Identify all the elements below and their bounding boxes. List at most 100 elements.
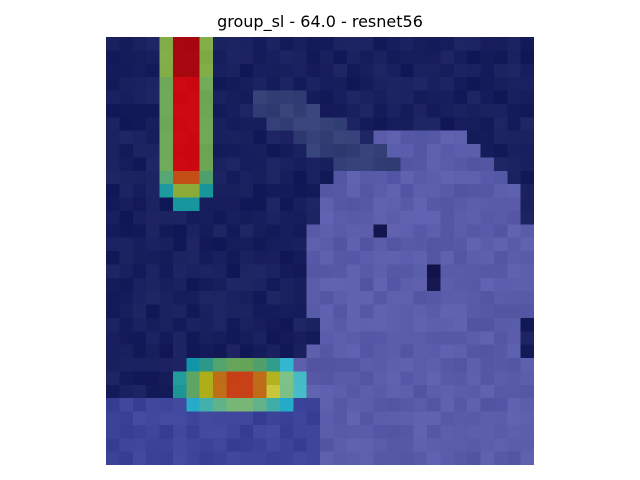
image-pixel (266, 50, 281, 65)
image-pixel (213, 384, 227, 399)
image-pixel (279, 224, 294, 238)
image-pixel (279, 358, 294, 372)
image-pixel (146, 371, 160, 386)
image-pixel (520, 451, 534, 465)
image-pixel (467, 170, 481, 185)
image-pixel (293, 277, 307, 292)
image-pixel (333, 304, 348, 319)
image-pixel (146, 291, 160, 305)
image-pixel (119, 438, 134, 452)
image-pixel (507, 304, 521, 319)
image-pixel (440, 37, 455, 51)
image-pixel (253, 264, 267, 279)
image-pixel (172, 411, 187, 426)
image-pixel (266, 224, 281, 238)
image-pixel (427, 197, 441, 212)
image-pixel (440, 224, 455, 238)
image-pixel (213, 37, 227, 51)
image-pixel (226, 237, 241, 252)
image-pixel (440, 317, 455, 332)
image-pixel (386, 37, 401, 51)
image-pixel (493, 224, 508, 238)
image-pixel (440, 251, 455, 265)
image-pixel (279, 37, 294, 51)
image-pixel (427, 277, 441, 292)
image-pixel (146, 237, 160, 252)
image-pixel (266, 63, 281, 78)
image-pixel (293, 317, 307, 332)
image-pixel (306, 170, 321, 185)
image-pixel (507, 237, 521, 252)
image-pixel (293, 344, 307, 359)
image-pixel (106, 237, 120, 252)
image-pixel (279, 237, 294, 252)
image-pixel (413, 184, 428, 198)
image-pixel (253, 197, 267, 212)
image-pixel (279, 398, 294, 412)
image-pixel (507, 331, 521, 345)
image-pixel (172, 144, 187, 158)
image-pixel (333, 237, 348, 252)
image-pixel (453, 251, 468, 265)
image-pixel (520, 411, 534, 426)
image-pixel (427, 90, 441, 105)
image-pixel (413, 117, 428, 131)
image-pixel (226, 197, 241, 212)
image-pixel (279, 197, 294, 212)
image-pixel (427, 210, 441, 225)
image-pixel (373, 331, 388, 345)
image-pixel (213, 264, 227, 279)
image-pixel (226, 264, 241, 279)
image-pixel (213, 90, 227, 105)
image-pixel (106, 438, 120, 452)
image-pixel (386, 304, 401, 319)
image-pixel (386, 451, 401, 465)
image-pixel (199, 291, 214, 305)
image-pixel (427, 264, 441, 279)
image-pixel (386, 224, 401, 238)
image-pixel (253, 384, 267, 399)
image-pixel (440, 371, 455, 386)
image-pixel (333, 37, 348, 51)
image-pixel (453, 117, 468, 131)
image-pixel (199, 157, 214, 172)
image-pixel (146, 170, 160, 185)
image-pixel (360, 157, 374, 172)
image-pixel (253, 277, 267, 292)
image-pixel (253, 291, 267, 305)
image-pixel (373, 344, 388, 359)
image-pixel (119, 224, 134, 238)
image-pixel (186, 291, 200, 305)
image-pixel (186, 411, 200, 426)
image-pixel (493, 103, 508, 118)
image-pixel (480, 424, 495, 439)
image-pixel (400, 77, 414, 91)
heatmap-image (106, 37, 534, 465)
image-pixel (239, 63, 254, 78)
image-pixel (159, 424, 174, 439)
image-pixel (213, 358, 227, 372)
image-pixel (119, 398, 134, 412)
image-pixel (440, 144, 455, 158)
image-pixel (400, 277, 414, 292)
image-pixel (386, 411, 401, 426)
image-pixel (400, 130, 414, 145)
image-pixel (306, 398, 321, 412)
image-pixel (132, 398, 147, 412)
image-pixel (239, 157, 254, 172)
image-pixel (226, 37, 241, 51)
image-pixel (239, 358, 254, 372)
image-pixel (453, 344, 468, 359)
image-pixel (440, 304, 455, 319)
image-pixel (467, 424, 481, 439)
image-pixel (239, 90, 254, 105)
image-pixel (480, 237, 495, 252)
image-pixel (400, 264, 414, 279)
image-pixel (106, 384, 120, 399)
image-pixel (239, 384, 254, 399)
image-pixel (132, 184, 147, 198)
image-pixel (159, 117, 174, 131)
image-pixel (106, 411, 120, 426)
image-pixel (520, 157, 534, 172)
image-pixel (427, 251, 441, 265)
